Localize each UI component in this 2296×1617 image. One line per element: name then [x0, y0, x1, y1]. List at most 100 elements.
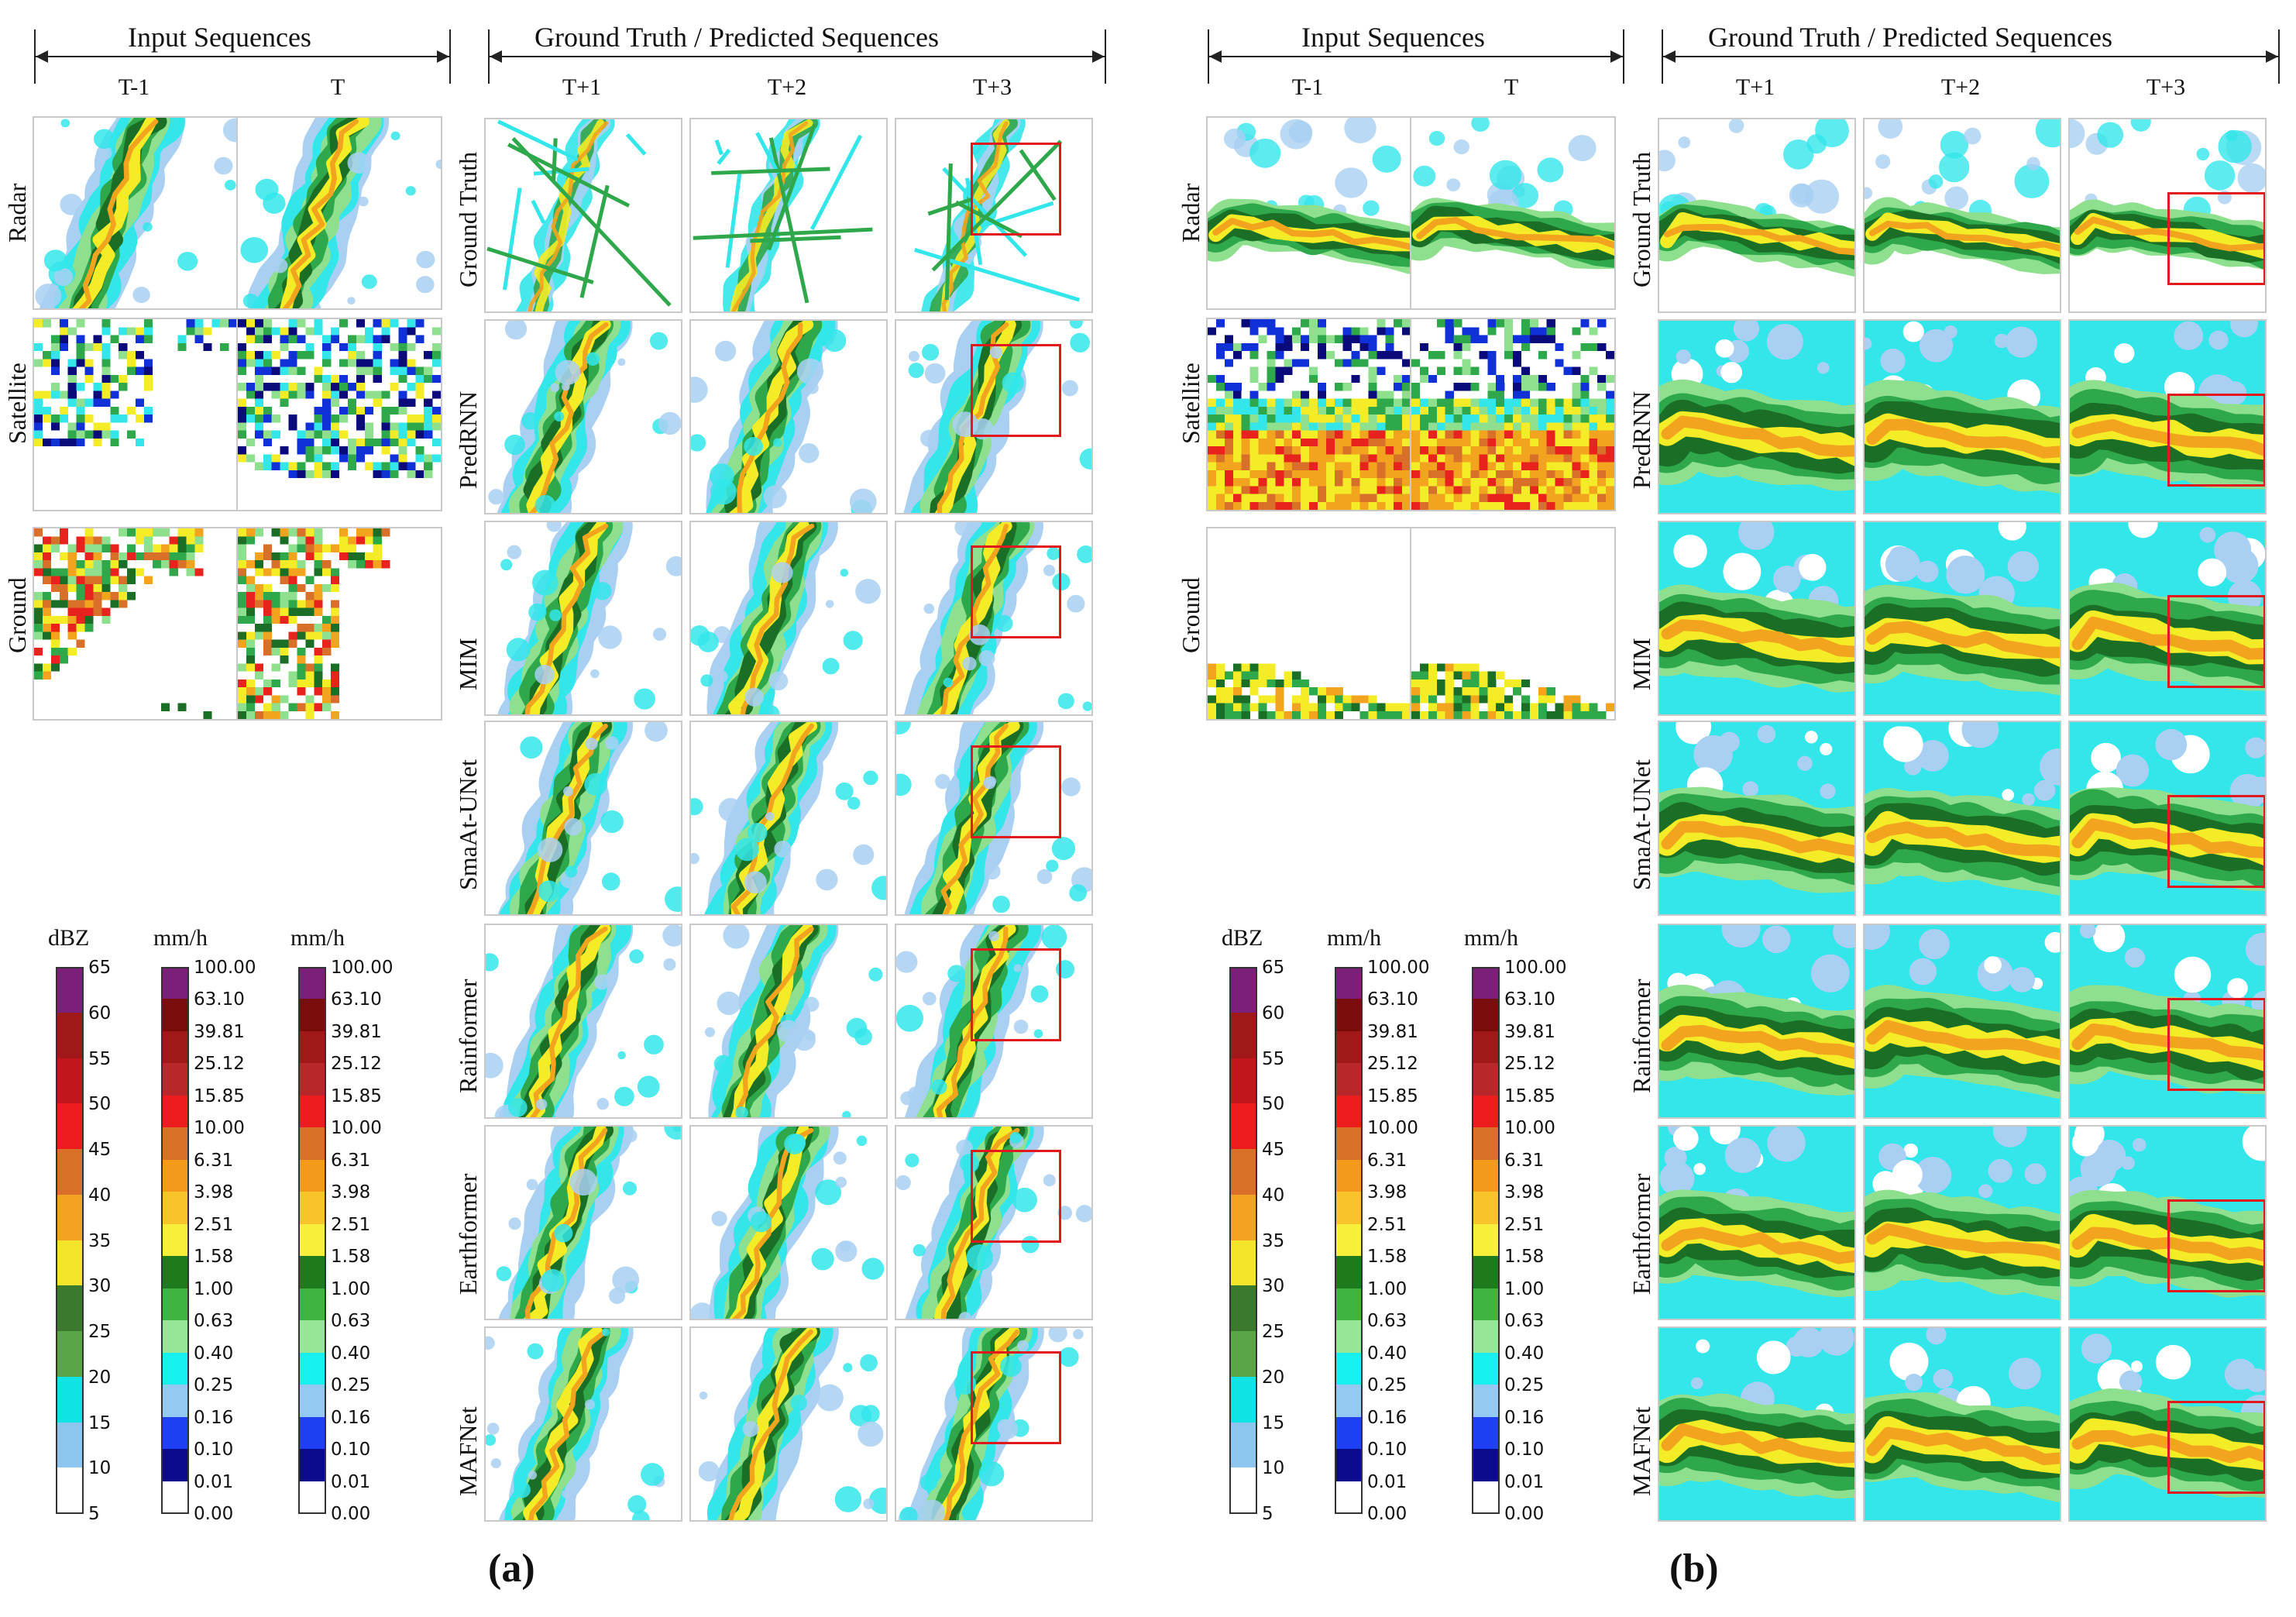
colorbar-segment — [161, 1030, 189, 1065]
colorbar-tick-label: 65 — [1262, 958, 1285, 978]
colorbar-tick-label: 0.25 — [331, 1375, 371, 1396]
dbz-colorbar — [1229, 967, 1257, 1514]
prediction-panel-image — [1865, 119, 2060, 311]
colorbar-segment — [298, 1030, 326, 1065]
colorbar-tick-label: 15 — [88, 1412, 112, 1433]
prediction-panel — [689, 521, 888, 716]
prediction-panel-image — [1659, 1328, 1854, 1520]
highlight-box — [2167, 795, 2265, 889]
prediction-panel-image — [1865, 722, 2060, 914]
prediction-panel-image — [896, 722, 1091, 914]
colorbar-tick-label: 3.98 — [1367, 1182, 1408, 1203]
colorbar-title: dBZ — [1222, 925, 1263, 951]
colorbar-tick-label: 100.00 — [331, 958, 394, 978]
colorbar-segment — [1472, 1481, 1500, 1514]
input-panel-image — [238, 319, 441, 479]
prediction-panel — [1658, 118, 1856, 313]
colorbar-segment — [1472, 1127, 1500, 1161]
prediction-panel-image — [704, 925, 883, 1117]
model-row-label: SmaAt-UNet — [1627, 759, 1655, 890]
colorbar-tick-label: 0.01 — [1504, 1471, 1545, 1492]
input-panel-image — [238, 528, 390, 719]
colorbar-segment — [1335, 1127, 1363, 1161]
input-panel — [33, 116, 239, 310]
prediction-panel — [1658, 319, 1856, 514]
prediction-panel — [484, 118, 682, 313]
colorbar-segment — [1335, 999, 1363, 1032]
input-panel-image — [240, 118, 441, 308]
colorbar-segment — [1335, 1030, 1363, 1065]
prediction-panel — [895, 118, 1093, 313]
colorbar-tick-label: 0.16 — [1367, 1407, 1408, 1428]
colorbar-segment — [1229, 967, 1257, 1013]
colorbar-segment — [1472, 1159, 1500, 1193]
colorbar-tick-label: 20 — [88, 1367, 112, 1388]
colorbar-tick-label: 15 — [1262, 1412, 1285, 1433]
colorbar-tick-label: 25.12 — [331, 1054, 382, 1075]
colorbar-segment — [1229, 1422, 1257, 1469]
colorbar-segment — [1472, 967, 1500, 1000]
colorbar-tick-label: 40 — [1262, 1185, 1285, 1206]
colorbar-tick-label: 63.10 — [194, 989, 245, 1010]
input-sequences-bracket — [34, 29, 451, 84]
colorbar-segment — [56, 1331, 84, 1378]
input-panel-image — [1208, 319, 1411, 510]
colorbar-segment — [1335, 1449, 1363, 1482]
highlight-box — [970, 545, 1061, 638]
colorbar-segment — [1335, 1288, 1363, 1322]
prediction-panel-image — [1865, 1328, 2060, 1520]
colorbar-segment — [56, 1103, 84, 1150]
colorbar-segment — [1472, 1030, 1500, 1065]
highlight-box — [2167, 998, 2265, 1092]
colorbar-tick-label: 1.58 — [331, 1247, 371, 1268]
highlight-box — [2167, 192, 2265, 286]
arrow-right-icon — [437, 50, 449, 63]
row-label: Ground — [1177, 577, 1205, 653]
highlight-box — [970, 142, 1061, 236]
colorbar-segment — [56, 1058, 84, 1105]
prediction-panel-image — [1865, 321, 2060, 513]
colorbar-tick-label: 0.25 — [194, 1375, 234, 1396]
colorbar-tick-label: 2.51 — [1504, 1214, 1545, 1235]
colorbar-tick-label: 0.10 — [194, 1440, 234, 1460]
column-label: T+1 — [562, 74, 602, 100]
colorbar-segment — [298, 1192, 326, 1225]
arrow-right-icon — [1610, 50, 1623, 63]
colorbar-tick-label: 60 — [88, 1003, 112, 1024]
rain-colorbar-2 — [1472, 967, 1500, 1514]
subfigure-label: (a) — [488, 1546, 535, 1591]
colorbar-tick-label: 15.85 — [331, 1085, 382, 1106]
column-label: T+3 — [972, 74, 1012, 100]
colorbar-tick-label: 100.00 — [1367, 958, 1430, 978]
colorbar-tick-label: 10 — [88, 1458, 112, 1479]
colorbar-segment — [1472, 1063, 1500, 1096]
prediction-panel-image — [691, 722, 886, 914]
prediction-panel — [1658, 1125, 1856, 1320]
prediction-panel — [895, 924, 1093, 1119]
input-panel-image — [1411, 319, 1614, 510]
colorbar-segment — [1335, 1416, 1363, 1450]
prediction-panel — [1863, 721, 2061, 916]
input-panel — [1410, 318, 1616, 511]
colorbar-tick-label: 1.00 — [1367, 1278, 1408, 1299]
colorbar-tick-label: 0.01 — [194, 1471, 234, 1492]
highlight-box — [2167, 394, 2265, 487]
prediction-panel — [895, 721, 1093, 916]
column-label: T — [1504, 74, 1519, 100]
colorbar-segment — [1335, 1256, 1363, 1289]
colorbar-segment — [298, 1256, 326, 1289]
arrow-left-icon — [36, 50, 48, 63]
colorbar-tick-label: 63.10 — [1367, 989, 1418, 1010]
colorbar-segment — [161, 1449, 189, 1482]
highlight-box — [2167, 1199, 2265, 1293]
colorbar-tick-label: 10.00 — [1367, 1118, 1418, 1139]
prediction-panel-image — [2070, 722, 2265, 914]
prediction-panel — [895, 521, 1093, 716]
row-label: Radar — [3, 183, 31, 243]
colorbar-segment — [56, 1149, 84, 1196]
row-label: Satellite — [3, 363, 31, 444]
colorbar-tick-label: 10 — [1262, 1458, 1285, 1479]
colorbar-tick-label: 0.00 — [331, 1504, 371, 1524]
colorbar-tick-label: 30 — [88, 1276, 112, 1297]
colorbar-tick-label: 65 — [88, 958, 112, 978]
